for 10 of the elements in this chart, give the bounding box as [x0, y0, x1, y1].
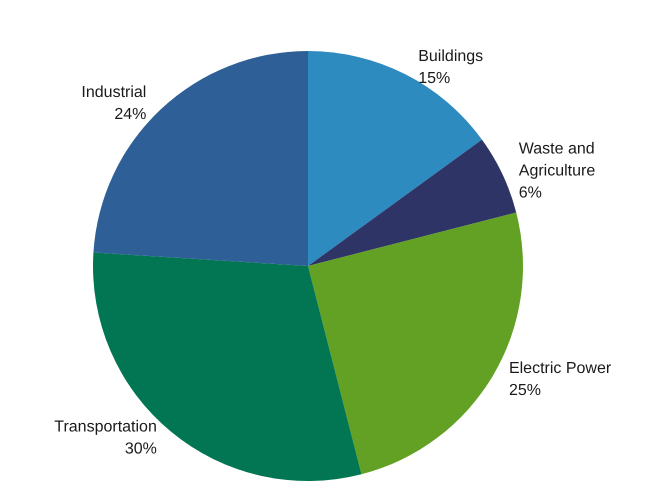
slice-label: Waste and Agriculture: [518, 140, 596, 180]
slice-label: Industrial: [81, 84, 146, 101]
data-label: 24%: [114, 106, 146, 123]
data-label: 6%: [518, 184, 542, 202]
slice-label: Transportation: [54, 418, 157, 436]
slice-label: Electric Power: [508, 360, 612, 378]
data-label: 25%: [508, 382, 541, 400]
slice-label: Buildings: [418, 48, 484, 65]
data-label: 30%: [124, 440, 157, 458]
data-label: 15%: [418, 70, 450, 87]
